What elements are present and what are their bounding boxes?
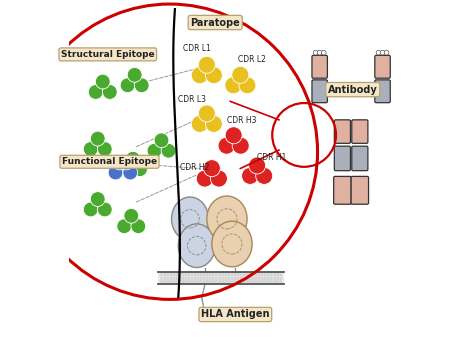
Circle shape [124,209,139,223]
FancyBboxPatch shape [334,146,350,171]
Text: CDR H1: CDR H1 [256,153,286,162]
Circle shape [242,167,259,184]
Text: HLA Antigen: HLA Antigen [201,309,270,319]
Circle shape [218,137,235,154]
Circle shape [95,74,110,89]
Circle shape [225,77,242,94]
Circle shape [154,133,169,148]
Circle shape [126,151,140,166]
Circle shape [313,50,318,55]
Circle shape [384,50,389,55]
Circle shape [317,50,322,55]
Circle shape [232,66,249,83]
Circle shape [225,127,242,144]
Circle shape [198,105,215,122]
Circle shape [97,142,112,156]
FancyBboxPatch shape [334,120,350,143]
Circle shape [376,50,381,55]
FancyBboxPatch shape [375,80,390,103]
Circle shape [83,202,98,217]
Circle shape [205,67,222,84]
Circle shape [117,219,132,234]
Text: CDR L3: CDR L3 [178,95,206,104]
Circle shape [205,115,222,132]
FancyBboxPatch shape [312,55,328,78]
Ellipse shape [178,224,215,268]
Circle shape [119,155,134,170]
FancyBboxPatch shape [351,176,369,204]
Circle shape [131,219,146,234]
Circle shape [108,165,123,180]
Circle shape [97,202,112,217]
Ellipse shape [212,221,252,267]
Circle shape [191,115,208,132]
Circle shape [123,165,137,180]
Circle shape [210,170,228,187]
Circle shape [120,78,135,93]
Text: CDR H3: CDR H3 [228,116,257,125]
Circle shape [232,137,249,154]
Circle shape [191,67,208,84]
FancyBboxPatch shape [334,176,351,204]
Text: CDR H2: CDR H2 [181,163,210,172]
Circle shape [321,50,326,55]
Circle shape [161,143,176,158]
Circle shape [127,67,142,82]
Circle shape [118,162,133,177]
Ellipse shape [207,196,247,242]
FancyBboxPatch shape [352,120,368,143]
Text: CDR L2: CDR L2 [238,56,266,64]
Text: Structural Epitope: Structural Epitope [61,50,155,59]
Circle shape [203,160,220,177]
Circle shape [83,142,98,156]
Circle shape [91,131,105,146]
Circle shape [147,143,162,158]
Circle shape [133,162,147,177]
Circle shape [255,167,273,184]
Circle shape [239,77,256,94]
FancyBboxPatch shape [312,80,328,103]
Circle shape [112,155,127,170]
Text: Functional Epitope: Functional Epitope [62,157,157,166]
Circle shape [196,170,213,187]
FancyBboxPatch shape [352,146,368,171]
Circle shape [380,50,385,55]
Ellipse shape [172,197,209,241]
Circle shape [88,85,103,99]
Text: Antibody: Antibody [328,85,378,95]
Text: CDR L1: CDR L1 [183,44,210,53]
Text: Paratope: Paratope [190,18,240,28]
FancyBboxPatch shape [375,55,390,78]
Circle shape [198,56,215,73]
Circle shape [91,192,105,207]
Circle shape [134,78,149,93]
Bar [158,272,284,284]
Circle shape [249,157,265,174]
Circle shape [102,85,117,99]
